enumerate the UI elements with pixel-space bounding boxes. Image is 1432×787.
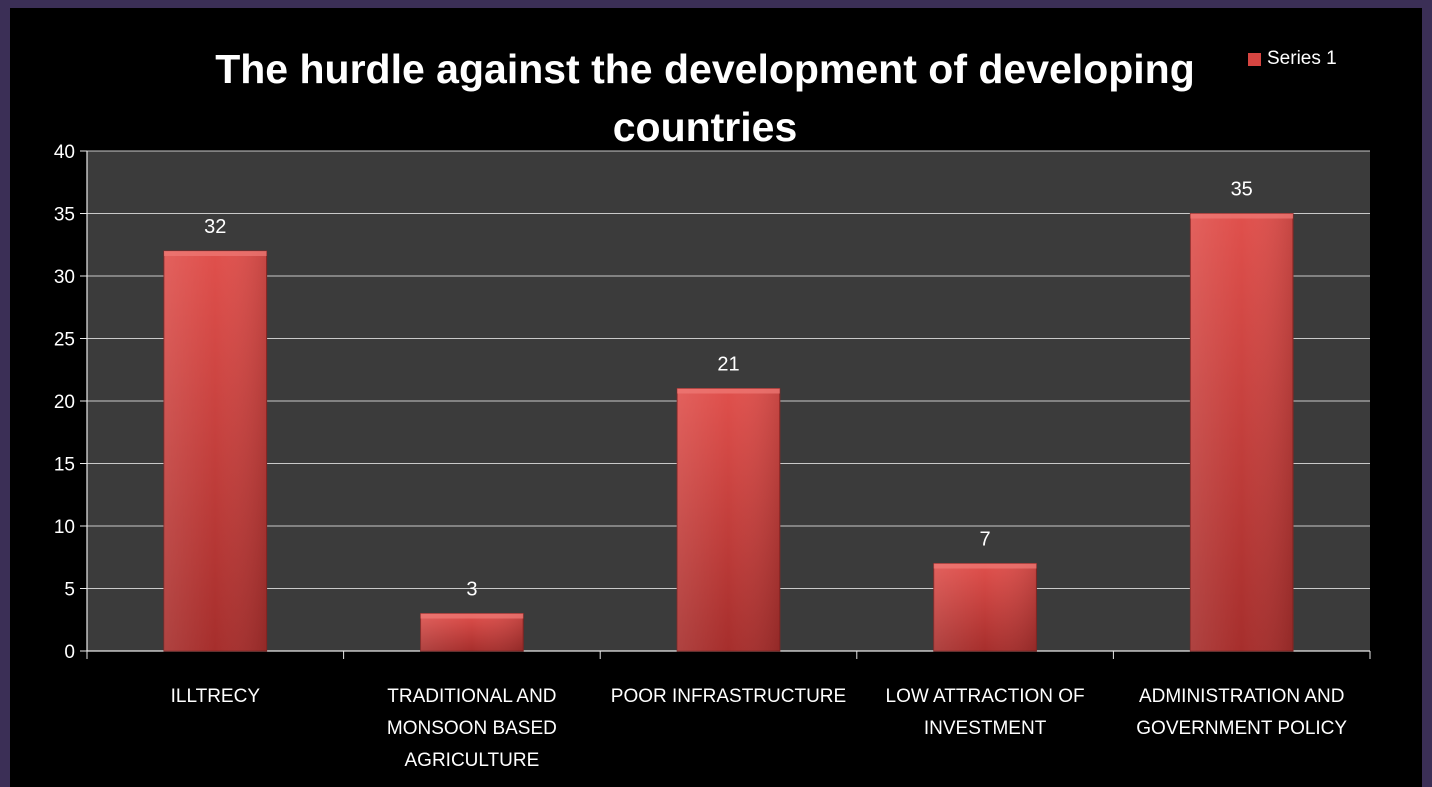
chart-title: The hurdle against the development of de… [215, 46, 1195, 150]
x-category-label: ILLTRECY [171, 686, 261, 707]
bar-shading [420, 613, 524, 651]
x-category-label: POOR INFRASTRUCTURE [611, 686, 846, 707]
y-tick-label: 40 [54, 142, 75, 163]
y-tick-label: 30 [54, 267, 75, 288]
bar-top-bevel [163, 251, 267, 256]
y-tick-label: 10 [54, 517, 75, 538]
bar-top-bevel [677, 388, 780, 394]
data-label: 21 [717, 354, 739, 376]
data-label: 32 [204, 216, 226, 238]
x-category-label: ADMINISTRATION AND GOVERNMENT POLICY [1136, 686, 1347, 739]
x-category-label: LOW ATTRACTION OF INVESTMENT [886, 686, 1085, 739]
data-label: 35 [1231, 179, 1253, 201]
bar-top-bevel [933, 563, 1037, 569]
bar-top-bevel [420, 613, 524, 619]
legend-label: Series 1 [1267, 48, 1337, 69]
data-label: 3 [466, 579, 477, 601]
y-tick-label: 5 [64, 580, 75, 601]
bar-shading [933, 563, 1037, 651]
gridlines [87, 150, 1370, 589]
bars [163, 213, 1294, 652]
data-label: 7 [980, 529, 991, 551]
labels: 0 5 10 15 20 25 30 35 40 32 ILLTRECY 3 TRADITIONAL A… [54, 142, 1348, 771]
bar-shading [677, 388, 780, 651]
y-tick-label: 25 [54, 330, 75, 351]
y-tick-label: 35 [54, 205, 75, 226]
legend: Series 1 [1248, 48, 1337, 70]
bar-top-bevel [1190, 213, 1294, 219]
x-category-label: TRADITIONAL AND MONSOON BASED AGRICULTURE [387, 686, 557, 771]
bar-shading [1190, 213, 1294, 651]
y-tick-label: 0 [64, 642, 75, 663]
y-tick-label: 15 [54, 455, 75, 476]
legend-swatch [1248, 52, 1261, 66]
bar-shading [163, 251, 267, 651]
y-tick-label: 20 [54, 392, 75, 413]
